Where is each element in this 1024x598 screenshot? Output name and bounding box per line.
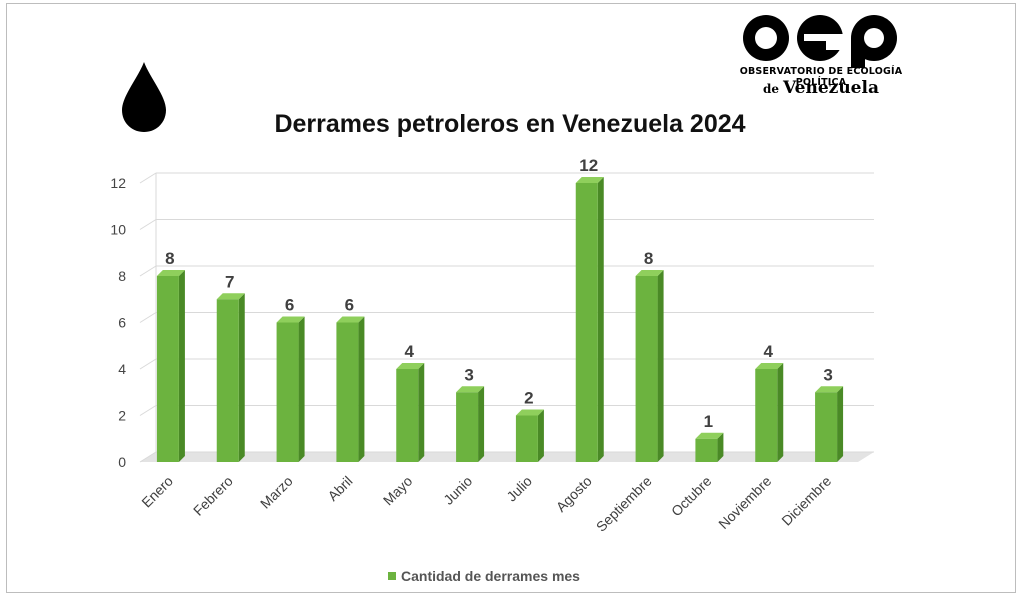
bar [755, 369, 778, 462]
bar-top [815, 386, 844, 393]
x-tick-label: Septiembre [593, 473, 655, 535]
data-label: 6 [285, 296, 294, 315]
legend-label: Cantidad de derrames mes [401, 568, 580, 584]
bar-side [358, 316, 365, 462]
data-label: 2 [524, 389, 533, 408]
bar-top [695, 432, 724, 439]
bar [635, 276, 658, 462]
bar-side [178, 270, 185, 462]
bar-side [478, 386, 485, 462]
x-tick-label: Abril [324, 473, 355, 504]
data-label: 3 [823, 365, 832, 384]
x-tick-label: Diciembre [778, 473, 834, 529]
bar-top [336, 316, 365, 323]
chart-floor [140, 452, 874, 462]
legend-swatch [388, 572, 396, 580]
bar [396, 369, 419, 462]
oep-logo: OBSERVATORIO DE ECOLOGÍA POLÍTICA de Vene… [736, 12, 906, 98]
bar [276, 322, 299, 462]
data-label: 4 [764, 342, 774, 361]
bar [216, 299, 239, 462]
bar-side [418, 363, 425, 462]
data-label: 8 [644, 249, 653, 268]
logo-line2: de Venezuela [736, 78, 906, 98]
bar [456, 392, 479, 462]
bar [515, 415, 538, 462]
bar-side [837, 386, 844, 462]
chart-title: Derrames petroleros en Venezuela 2024 [274, 110, 746, 138]
gridline-side [139, 451, 157, 463]
data-label: 7 [225, 272, 234, 291]
bar-side [717, 432, 724, 462]
bar-top [515, 409, 544, 416]
x-tick-label: Mayo [380, 473, 416, 509]
bar [336, 322, 359, 462]
logo-line2-name: Venezuela [783, 78, 879, 98]
x-tick-label: Julio [503, 473, 535, 505]
bar-top [755, 363, 784, 369]
bar-top [156, 270, 185, 276]
x-tick-label: Febrero [190, 473, 236, 519]
y-tick-label: 2 [118, 408, 126, 424]
logo-line2-prefix: de [763, 82, 780, 96]
data-label: 6 [345, 296, 354, 315]
bar-side [777, 363, 784, 462]
x-tick-label: Agosto [553, 473, 595, 515]
bar [815, 392, 838, 462]
oep-logo-mark [743, 15, 897, 68]
data-label: 4 [405, 342, 415, 361]
y-tick-label: 8 [118, 268, 126, 284]
bar-side [238, 293, 245, 462]
bar [575, 183, 598, 462]
gridline-side [139, 265, 157, 277]
oil-drop-icon [122, 62, 166, 132]
gridline-side [139, 358, 157, 370]
y-tick-label: 12 [110, 175, 126, 191]
y-tick-label: 0 [118, 454, 126, 470]
bar-top [635, 270, 664, 276]
bar-top [456, 386, 485, 393]
gridline-side [139, 405, 157, 416]
chart-legend: Cantidad de derrames mes [388, 568, 580, 584]
bar-side [298, 316, 305, 462]
x-tick-label: Marzo [257, 473, 296, 512]
x-tick-label: Noviembre [715, 473, 774, 532]
data-label: 12 [579, 156, 598, 175]
bar-top [276, 316, 305, 323]
data-label: 8 [165, 249, 174, 268]
bar-side [597, 177, 604, 462]
logo-line1: OBSERVATORIO DE ECOLOGÍA POLÍTICA [739, 66, 903, 88]
y-tick-label: 6 [118, 315, 126, 331]
bar-top [575, 177, 604, 183]
x-tick-label: Octubre [668, 473, 715, 520]
gridline-side [139, 172, 157, 184]
gridline-side [139, 219, 157, 230]
data-label: 3 [464, 365, 473, 384]
data-label: 1 [704, 412, 713, 431]
x-tick-label: Enero [138, 473, 176, 511]
bar-side [537, 409, 544, 462]
bar [156, 276, 179, 462]
bar-top [216, 293, 245, 300]
y-tick-label: 10 [110, 222, 126, 238]
bar [695, 438, 718, 462]
y-tick-label: 4 [118, 361, 126, 377]
bar-side [657, 270, 664, 462]
bar-top [396, 363, 425, 369]
gridline-side [139, 312, 157, 323]
x-tick-label: Junio [440, 473, 475, 508]
